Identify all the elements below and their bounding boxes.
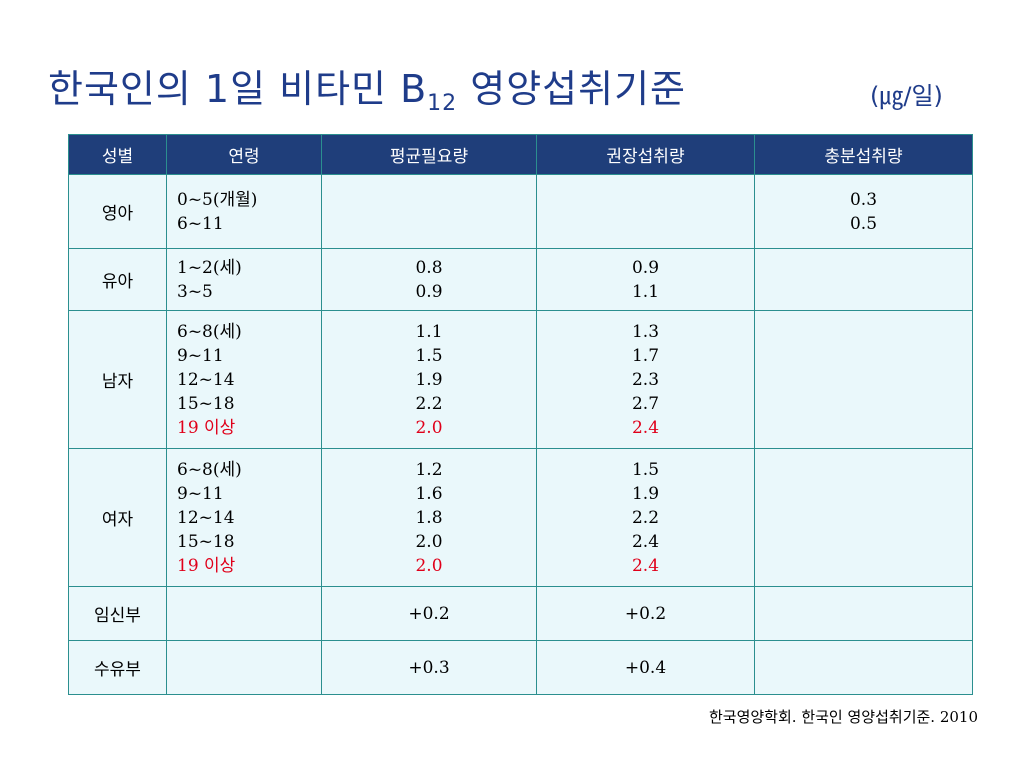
age-value: 12~14 [177,369,235,390]
ai-value: 0.5 [849,213,878,234]
table-row: 유아 1~2(세) 3~5 0.8 0.9 0.9 1.1 [68,248,973,311]
rni-value: 2.2 [631,507,660,528]
sex-cell: 영아 [68,174,167,249]
ear-cell: 1.2 1.6 1.8 2.0 2.0 [321,448,537,587]
ear-value: 1.9 [415,369,443,390]
slide-title: 한국인의 1일 비타민 B12 영양섭취기준 [48,58,686,116]
rni-cell: +0.2 [536,586,755,641]
ear-cell: +0.2 [321,586,537,641]
rni-value: 0.9 [631,257,660,278]
ear-value: 2.0 [415,555,443,576]
rni-value: +0.2 [624,603,667,624]
sex-cell: 임신부 [68,586,167,641]
age-value: 9~11 [177,345,224,366]
age-cell: 6~8(세) 9~11 12~14 15~18 19 이상 [166,448,322,587]
source-citation: 한국영양학회. 한국인 영양섭취기준. 2010 [708,708,978,726]
ear-value: +0.3 [408,657,450,678]
ear-value: 1.8 [415,507,443,528]
rni-value: +0.4 [624,657,667,678]
age-cell [166,586,322,641]
table-row: 수유부 +0.3 +0.4 [68,640,973,695]
age-cell: 1~2(세) 3~5 [166,248,322,311]
age-value: 6~8(세) [177,321,242,342]
ear-value: 2.0 [415,417,443,438]
title-rest: 영양섭취기준 [457,67,687,111]
table-row: 임신부 +0.2 +0.2 [68,586,973,641]
age-cell [166,640,322,695]
title-subscript: 12 [427,91,458,116]
ai-cell [754,310,973,449]
rni-cell [536,174,755,249]
rni-value: 2.4 [631,417,660,438]
age-value: 12~14 [177,507,235,528]
table-row: 영아 0~5(개월) 6~11 0.3 0.5 [68,174,973,249]
ear-value: 1.2 [415,459,443,480]
age-value: 9~11 [177,483,224,504]
age-value: 15~18 [177,531,235,552]
rni-value: 1.9 [631,483,660,504]
rni-cell: 0.9 1.1 [536,248,755,311]
age-value: 3~5 [177,281,213,302]
rni-value: 1.7 [631,345,660,366]
table-row: 남자 6~8(세) 9~11 12~14 15~18 19 이상 1.1 1.5 1.9 2.2 2… [68,310,973,449]
ear-value: +0.2 [408,603,450,624]
header-row: 성별 연령 평균필요량 권장섭취량 충분섭취량 [68,134,973,175]
age-value: 19 이상 [177,417,236,438]
unit-label: (㎍/일) [870,82,943,110]
ear-value: 2.0 [415,531,443,552]
ear-value: 0.9 [415,281,443,302]
age-cell: 0~5(개월) 6~11 [166,174,322,249]
rni-value: 2.4 [631,555,660,576]
age-value: 6~8(세) [177,459,242,480]
ear-value: 2.2 [415,393,443,414]
rni-cell: 1.3 1.7 2.3 2.7 2.4 [536,310,755,449]
age-value: 0~5(개월) [177,189,258,210]
rni-value: 2.3 [631,369,660,390]
rni-value: 1.3 [631,321,660,342]
ear-cell: 1.1 1.5 1.9 2.2 2.0 [321,310,537,449]
ai-value: 0.3 [849,189,878,210]
ear-cell: 0.8 0.9 [321,248,537,311]
rni-cell: 1.5 1.9 2.2 2.4 2.4 [536,448,755,587]
ai-cell [754,448,973,587]
ear-value: 0.8 [415,257,443,278]
table-body: 영아 0~5(개월) 6~11 0.3 0.5 유아 1~2(세) 3~5 0.8 0.9 0.9 1… [68,174,973,695]
ai-cell [754,248,973,311]
header-ear: 평균필요량 [321,134,537,175]
sex-cell: 수유부 [68,640,167,695]
age-value: 1~2(세) [177,257,242,278]
nutrient-table: 성별 연령 평균필요량 권장섭취량 충분섭취량 영아 0~5(개월) 6~11 0.3… [68,134,973,695]
header-age: 연령 [166,134,322,175]
table-row: 여자 6~8(세) 9~11 12~14 15~18 19 이상 1.2 1.6 1.8 2.0 2… [68,448,973,587]
sex-cell: 남자 [68,310,167,449]
age-value: 19 이상 [177,555,236,576]
age-cell: 6~8(세) 9~11 12~14 15~18 19 이상 [166,310,322,449]
title-main: 한국인의 1일 비타민 B [48,67,428,111]
header-ai: 충분섭취량 [754,134,973,175]
age-value: 15~18 [177,393,235,414]
age-value: 6~11 [177,213,224,234]
sex-cell: 여자 [68,448,167,587]
ear-cell [321,174,537,249]
header-rni: 권장섭취량 [536,134,755,175]
rni-value: 2.7 [631,393,660,414]
ai-cell: 0.3 0.5 [754,174,973,249]
ai-cell [754,640,973,695]
ear-value: 1.1 [415,321,443,342]
rni-cell: +0.4 [536,640,755,695]
ear-value: 1.6 [415,483,443,504]
ai-cell [754,586,973,641]
sex-cell: 유아 [68,248,167,311]
rni-value: 1.1 [631,281,660,302]
rni-value: 1.5 [631,459,660,480]
ear-cell: +0.3 [321,640,537,695]
rni-value: 2.4 [631,531,660,552]
header-sex: 성별 [68,134,167,175]
ear-value: 1.5 [415,345,443,366]
